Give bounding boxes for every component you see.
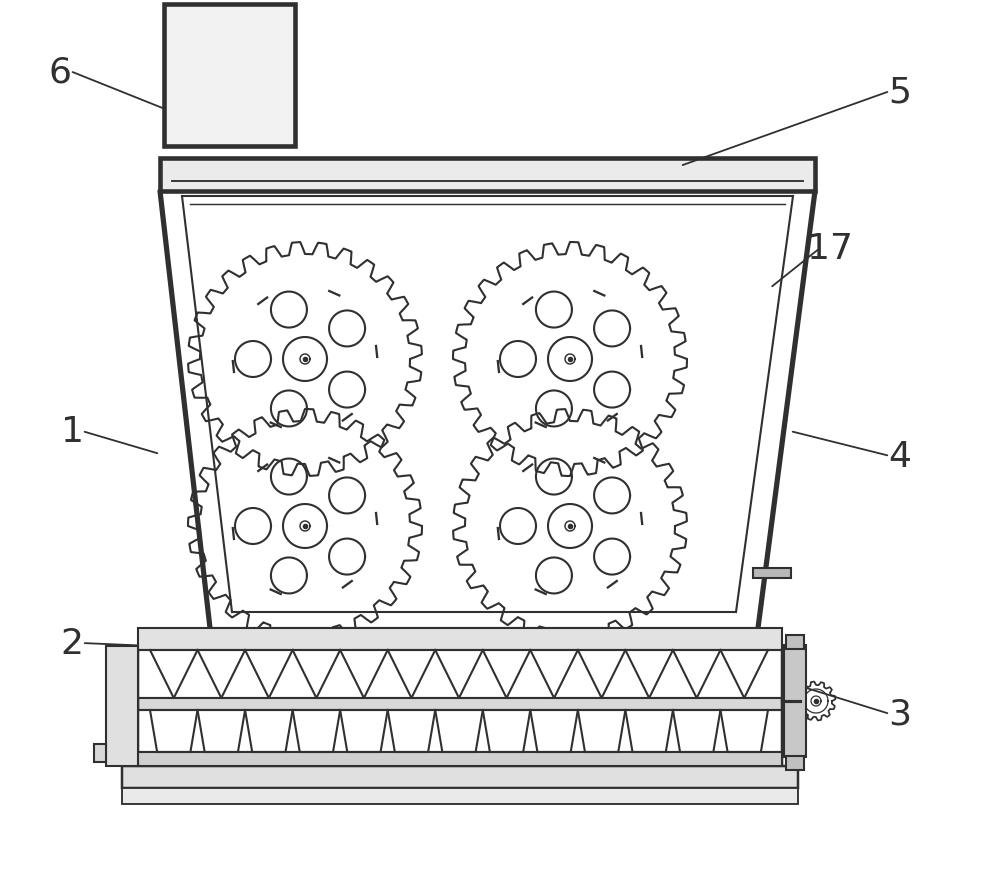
Bar [138, 628, 782, 650]
Text: 4: 4 [889, 439, 912, 473]
Bar [784, 645, 806, 758]
Text: 5: 5 [889, 75, 912, 109]
Text: 3: 3 [889, 697, 912, 731]
Bar [753, 568, 791, 579]
Bar [160, 159, 815, 191]
Bar [138, 752, 782, 766]
Bar [122, 789, 798, 804]
Bar [138, 698, 782, 711]
Bar [786, 756, 804, 770]
Text: 6: 6 [49, 55, 72, 89]
Bar [786, 635, 804, 649]
Text: 2: 2 [61, 626, 84, 660]
Bar [94, 744, 106, 762]
Text: 1: 1 [61, 415, 84, 448]
Text: 17: 17 [807, 232, 853, 266]
Bar [106, 646, 138, 766]
Bar [164, 5, 295, 147]
Bar [122, 766, 798, 789]
